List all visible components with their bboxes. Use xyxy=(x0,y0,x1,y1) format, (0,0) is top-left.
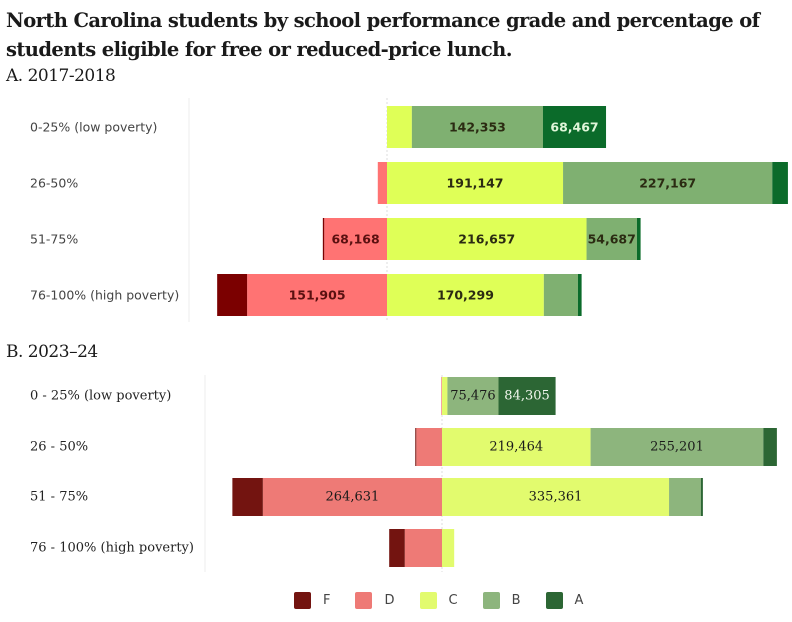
category-label: 76 - 100% (high poverty) xyxy=(30,541,194,556)
bar-d xyxy=(377,162,387,204)
bar-d xyxy=(324,218,387,260)
bar-a xyxy=(577,274,582,316)
bar-b xyxy=(411,106,543,148)
category-label: 0-25% (low poverty) xyxy=(30,120,157,135)
data-label: 68,467 xyxy=(550,120,598,135)
bar-a xyxy=(498,377,556,415)
legend-label-b: B xyxy=(511,592,521,608)
data-label: 54,687 xyxy=(588,232,636,247)
bar-a xyxy=(700,478,703,516)
data-label: 142,353 xyxy=(449,120,506,135)
category-label: 0 - 25% (low poverty) xyxy=(30,389,171,404)
bar-d xyxy=(416,428,442,466)
bar-b xyxy=(669,478,701,516)
bar-c xyxy=(442,478,670,516)
legend-label-d: D xyxy=(384,592,395,608)
chart-title: North Carolina students by school perfor… xyxy=(6,9,760,61)
bar-d xyxy=(247,274,387,316)
legend-swatch-a xyxy=(545,591,563,609)
bar-c xyxy=(387,274,544,316)
category-label: 26-50% xyxy=(30,176,78,191)
legend-swatch-b xyxy=(482,591,500,609)
legend-item-a: A xyxy=(545,591,584,609)
legend-item-b: B xyxy=(482,591,521,609)
bar-a xyxy=(636,218,641,260)
bar-d xyxy=(441,377,442,415)
bar-d xyxy=(262,478,442,516)
data-label: 264,631 xyxy=(326,490,380,505)
legend-item-c: C xyxy=(419,591,458,609)
legend-label-c: C xyxy=(448,592,458,608)
bar-f xyxy=(389,529,405,567)
data-label: 75,476 xyxy=(450,389,496,404)
legend-label-a: A xyxy=(574,592,584,608)
panel-b: 0 - 25% (low poverty) 26 - 50% 51 - 75% 76 … xyxy=(30,375,777,572)
bar-b xyxy=(447,377,499,415)
bar-b xyxy=(563,162,773,204)
bar-c xyxy=(387,218,587,260)
category-label: 76-100% (high poverty) xyxy=(30,288,179,303)
panel-b-title: B. 2023–24 xyxy=(6,342,98,362)
bar-c xyxy=(442,428,591,466)
data-label: 68,168 xyxy=(331,232,379,247)
bar-c xyxy=(442,529,455,567)
bar-b xyxy=(590,428,764,466)
data-label: 191,147 xyxy=(447,176,504,191)
legend-item-f: F xyxy=(294,591,331,609)
data-label: 219,464 xyxy=(489,440,543,455)
bar-b xyxy=(586,218,637,260)
bar-b xyxy=(543,274,578,316)
bar-f xyxy=(415,428,417,466)
bar-c xyxy=(387,106,412,148)
bar-d xyxy=(404,529,442,567)
data-label: 255,201 xyxy=(650,440,704,455)
category-label: 26 - 50% xyxy=(30,440,88,455)
legend-swatch-c xyxy=(419,591,437,609)
bar-f xyxy=(217,274,248,316)
bar-f xyxy=(322,218,325,260)
bar-a xyxy=(772,162,788,204)
panel-a: 0-25% (low poverty) 26-50% 51-75% 76-100% (… xyxy=(30,98,788,322)
legend-item-d: D xyxy=(355,591,395,609)
data-label: 170,299 xyxy=(437,288,494,303)
legend: F D C B A xyxy=(294,590,608,610)
bar-f xyxy=(232,478,263,516)
data-label: 216,657 xyxy=(458,232,515,247)
category-label: 51-75% xyxy=(30,232,78,247)
legend-swatch-f xyxy=(294,591,311,609)
panel-a-title: A. 2017-2018 xyxy=(6,66,116,86)
data-label: 227,167 xyxy=(639,176,696,191)
bar-a xyxy=(763,428,777,466)
bar-c xyxy=(387,162,564,204)
bar-a xyxy=(542,106,607,148)
category-label: 51 - 75% xyxy=(30,490,88,505)
data-label: 84,305 xyxy=(504,389,550,404)
legend-swatch-d xyxy=(355,591,373,609)
data-label: 151,905 xyxy=(289,288,346,303)
legend-label-f: F xyxy=(323,592,331,608)
data-label: 335,361 xyxy=(529,490,583,505)
bar-c xyxy=(442,377,448,415)
